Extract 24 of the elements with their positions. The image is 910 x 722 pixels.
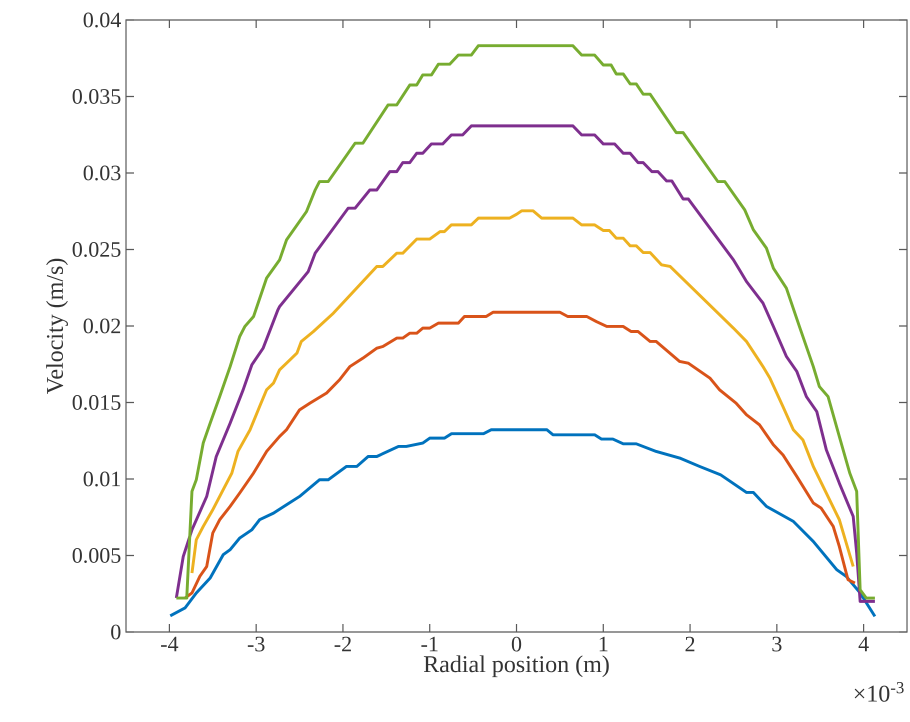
y-tick-label: 0.005 bbox=[72, 548, 120, 563]
y-tick-label: 0.02 bbox=[84, 318, 120, 334]
y-tick-label: 0.01 bbox=[84, 472, 120, 486]
text: ×10$^{-3}$ bbox=[854, 682, 904, 702]
y-tick-label: 0.035 bbox=[72, 89, 120, 104]
y-tick-label: 0.04 bbox=[84, 12, 121, 28]
x-tick-label: 1 bbox=[600, 636, 608, 652]
y-tick-label: 0.025 bbox=[72, 242, 120, 257]
y-axis-title: Velocity (m/s) bbox=[46, 258, 68, 394]
x-tick-label: -1 bbox=[421, 636, 438, 652]
x-tick-label: 3 bbox=[772, 636, 782, 652]
x-tick-label: 2 bbox=[686, 636, 694, 652]
y-tick-label: 0.03 bbox=[84, 166, 120, 180]
x-tick-label: 4 bbox=[858, 636, 869, 652]
x-tick-label: -2 bbox=[334, 636, 351, 652]
x-axis-title: Radial position (m) bbox=[424, 655, 609, 678]
x-tick-label: 0 bbox=[512, 636, 522, 652]
y-tick-label: 0 bbox=[111, 624, 120, 640]
line-series bbox=[168, 428, 876, 618]
x-tick-label: -4 bbox=[161, 636, 178, 652]
line-series bbox=[190, 209, 855, 575]
line-series bbox=[184, 310, 856, 600]
y-tick-label: 0.015 bbox=[72, 395, 120, 410]
x-tick-label: -3 bbox=[248, 636, 264, 652]
